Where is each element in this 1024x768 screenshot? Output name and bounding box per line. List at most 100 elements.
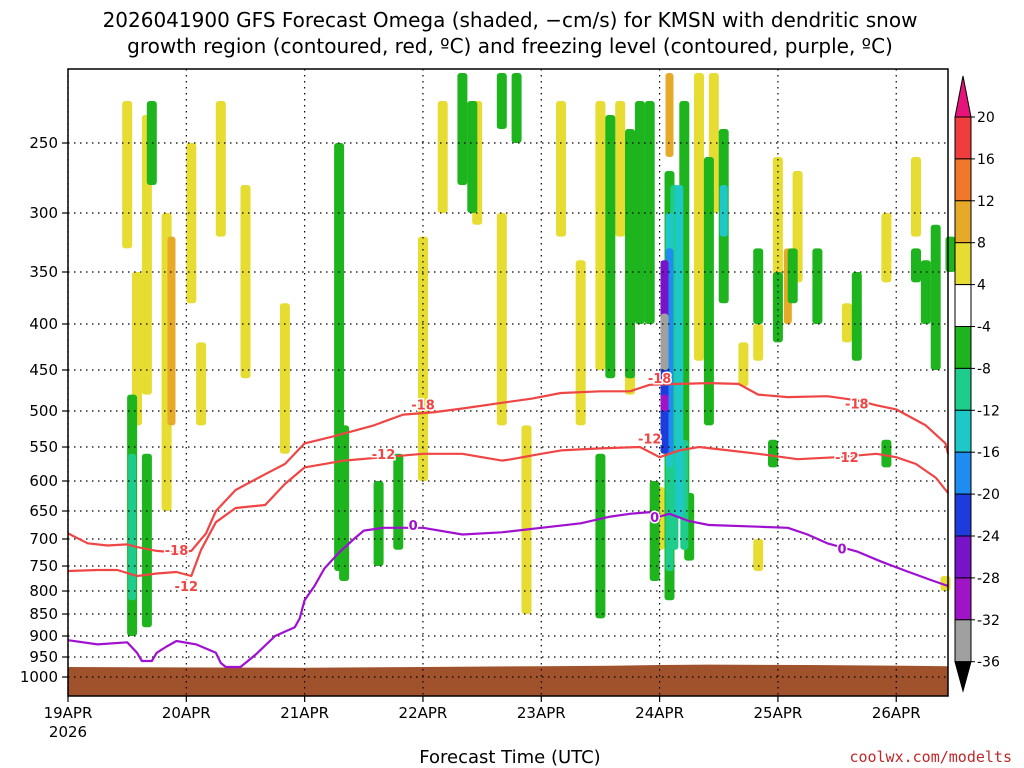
y-tick-label: 350 [29, 263, 58, 281]
omega-shade-cell [373, 481, 384, 566]
y-tick-label: 400 [29, 315, 58, 333]
omega-shade-cell [575, 260, 586, 426]
colorbar-label: -28 [977, 571, 1000, 587]
colorbar-label: -20 [977, 487, 1000, 503]
colorbar-swatch [954, 535, 972, 579]
x-tick-label: 25APR [754, 704, 803, 722]
y-tick-label: 300 [29, 204, 58, 222]
colorbar: 20 16 12 8 4 -4 -8 -12 -16 -20 -24 -28 -32 -36 [954, 75, 1000, 693]
contour-label: 0 [837, 543, 846, 558]
colorbar-label: 20 [977, 110, 995, 126]
y-tick-label: 450 [29, 361, 58, 379]
omega-shade-cell [595, 453, 606, 619]
omega-shade-cell [851, 272, 862, 361]
omega-shade-cell [625, 129, 635, 379]
x-tick-label: 26APR [872, 704, 921, 722]
colorbar-swatch [954, 619, 972, 663]
omega-shade-cell [753, 324, 764, 361]
omega-shade-cell [930, 224, 941, 370]
y-tick-label: 850 [29, 605, 58, 623]
omega-shade-cell [945, 236, 956, 272]
omega-shade-cell [521, 425, 532, 614]
omega-shade-cell [738, 342, 749, 387]
omega-shade-cell [122, 101, 133, 249]
omega-shade-cell [703, 157, 714, 426]
omega-shade-cell [753, 539, 764, 571]
omega-shade-cell [393, 453, 404, 550]
omega-shade-cell [215, 101, 226, 237]
omega-shade-cell [339, 425, 350, 581]
omega-shade-cell [812, 248, 823, 324]
chart-title-line-1: 2026041900 GFS Forecast Omega (shaded, −… [103, 8, 918, 32]
colorbar-label: -24 [977, 529, 1000, 545]
colorbar-label: -32 [977, 613, 1000, 629]
y-tick-label: 550 [29, 438, 58, 456]
omega-shade-cell [196, 342, 207, 426]
omega-shade-cell [660, 313, 669, 370]
y-tick-label: 1000 [20, 668, 58, 686]
x-tick-sublabel: 2026 [49, 723, 87, 741]
colorbar-swatch [954, 493, 972, 537]
omega-shade-cell [660, 394, 669, 411]
y-tick-label: 250 [29, 134, 58, 152]
colorbar-swatch [954, 367, 972, 411]
omega-shade-cell [920, 260, 931, 324]
omega-shade-cell [467, 101, 478, 213]
omega-shade-cell [279, 303, 290, 454]
omega-shade-cell [881, 439, 892, 468]
plot-frame [67, 68, 949, 697]
omega-shade-cell [881, 213, 892, 283]
omega-shading-layer [122, 73, 956, 636]
contour-label: -12 [835, 451, 859, 466]
contour-label: -18 [165, 544, 189, 559]
omega-shade-cell [768, 439, 778, 468]
y-tick-label: 800 [29, 582, 58, 600]
omega-shade-cell [511, 73, 522, 143]
omega-shade-cell [772, 272, 783, 343]
omega-shade-cell [644, 101, 655, 324]
colorbar-label: -36 [977, 655, 1000, 671]
y-tick-label: 750 [29, 557, 58, 575]
colorbar-swatch [954, 116, 972, 160]
colorbar-label: 8 [977, 236, 986, 252]
omega-shade-cell [437, 101, 448, 213]
omega-shade-cell [556, 101, 566, 237]
omega-shade-cell [457, 73, 468, 185]
y-axis-ticks: 250 300 350 400 450 500 550 600 650 700 750 800 850 9… [20, 134, 68, 686]
colorbar-label: -4 [977, 320, 991, 336]
omega-shade-cell [240, 185, 251, 379]
x-tick-label: 22APR [399, 704, 448, 722]
colorbar-swatch [954, 158, 972, 202]
colorbar-label: -16 [977, 445, 1000, 461]
x-tick-label: 20APR [162, 704, 211, 722]
colorbar-swatch [954, 284, 972, 328]
omega-shade-cell [141, 453, 152, 628]
colorbar-top-arrow [954, 75, 972, 118]
omega-shade-cell [132, 272, 142, 426]
x-tick-label: 21APR [280, 704, 329, 722]
omega-shade-cell [665, 73, 674, 157]
omega-shade-cell [615, 101, 626, 237]
colorbar-label: 4 [977, 278, 986, 294]
colorbar-swatch [954, 242, 972, 286]
omega-shade-cell [719, 185, 728, 237]
contour-label: -18 [648, 372, 672, 387]
contour-dgz-minus18C [67, 382, 950, 554]
omega-shade-cell [418, 236, 428, 481]
colorbar-swatch [954, 326, 972, 369]
y-tick-label: 600 [29, 472, 58, 490]
omega-shade-cell [595, 101, 606, 370]
y-tick-label: 650 [29, 502, 58, 520]
ground-layer [68, 664, 948, 696]
contour-dgz-minus12C [67, 445, 949, 578]
y-tick-label: 700 [29, 530, 58, 548]
omega-shade-cell [911, 248, 921, 283]
contour-label: -12 [175, 580, 199, 595]
colorbar-label: -12 [977, 403, 1000, 419]
omega-shade-cell [496, 213, 507, 426]
chart-title-line-2: growth region (contoured, red, ºC) and f… [127, 34, 893, 58]
omega-shade-cell [753, 248, 764, 324]
omega-shade-cell [841, 303, 852, 343]
omega-shade-cell [605, 115, 616, 379]
colorbar-bottom-arrow [954, 661, 972, 693]
